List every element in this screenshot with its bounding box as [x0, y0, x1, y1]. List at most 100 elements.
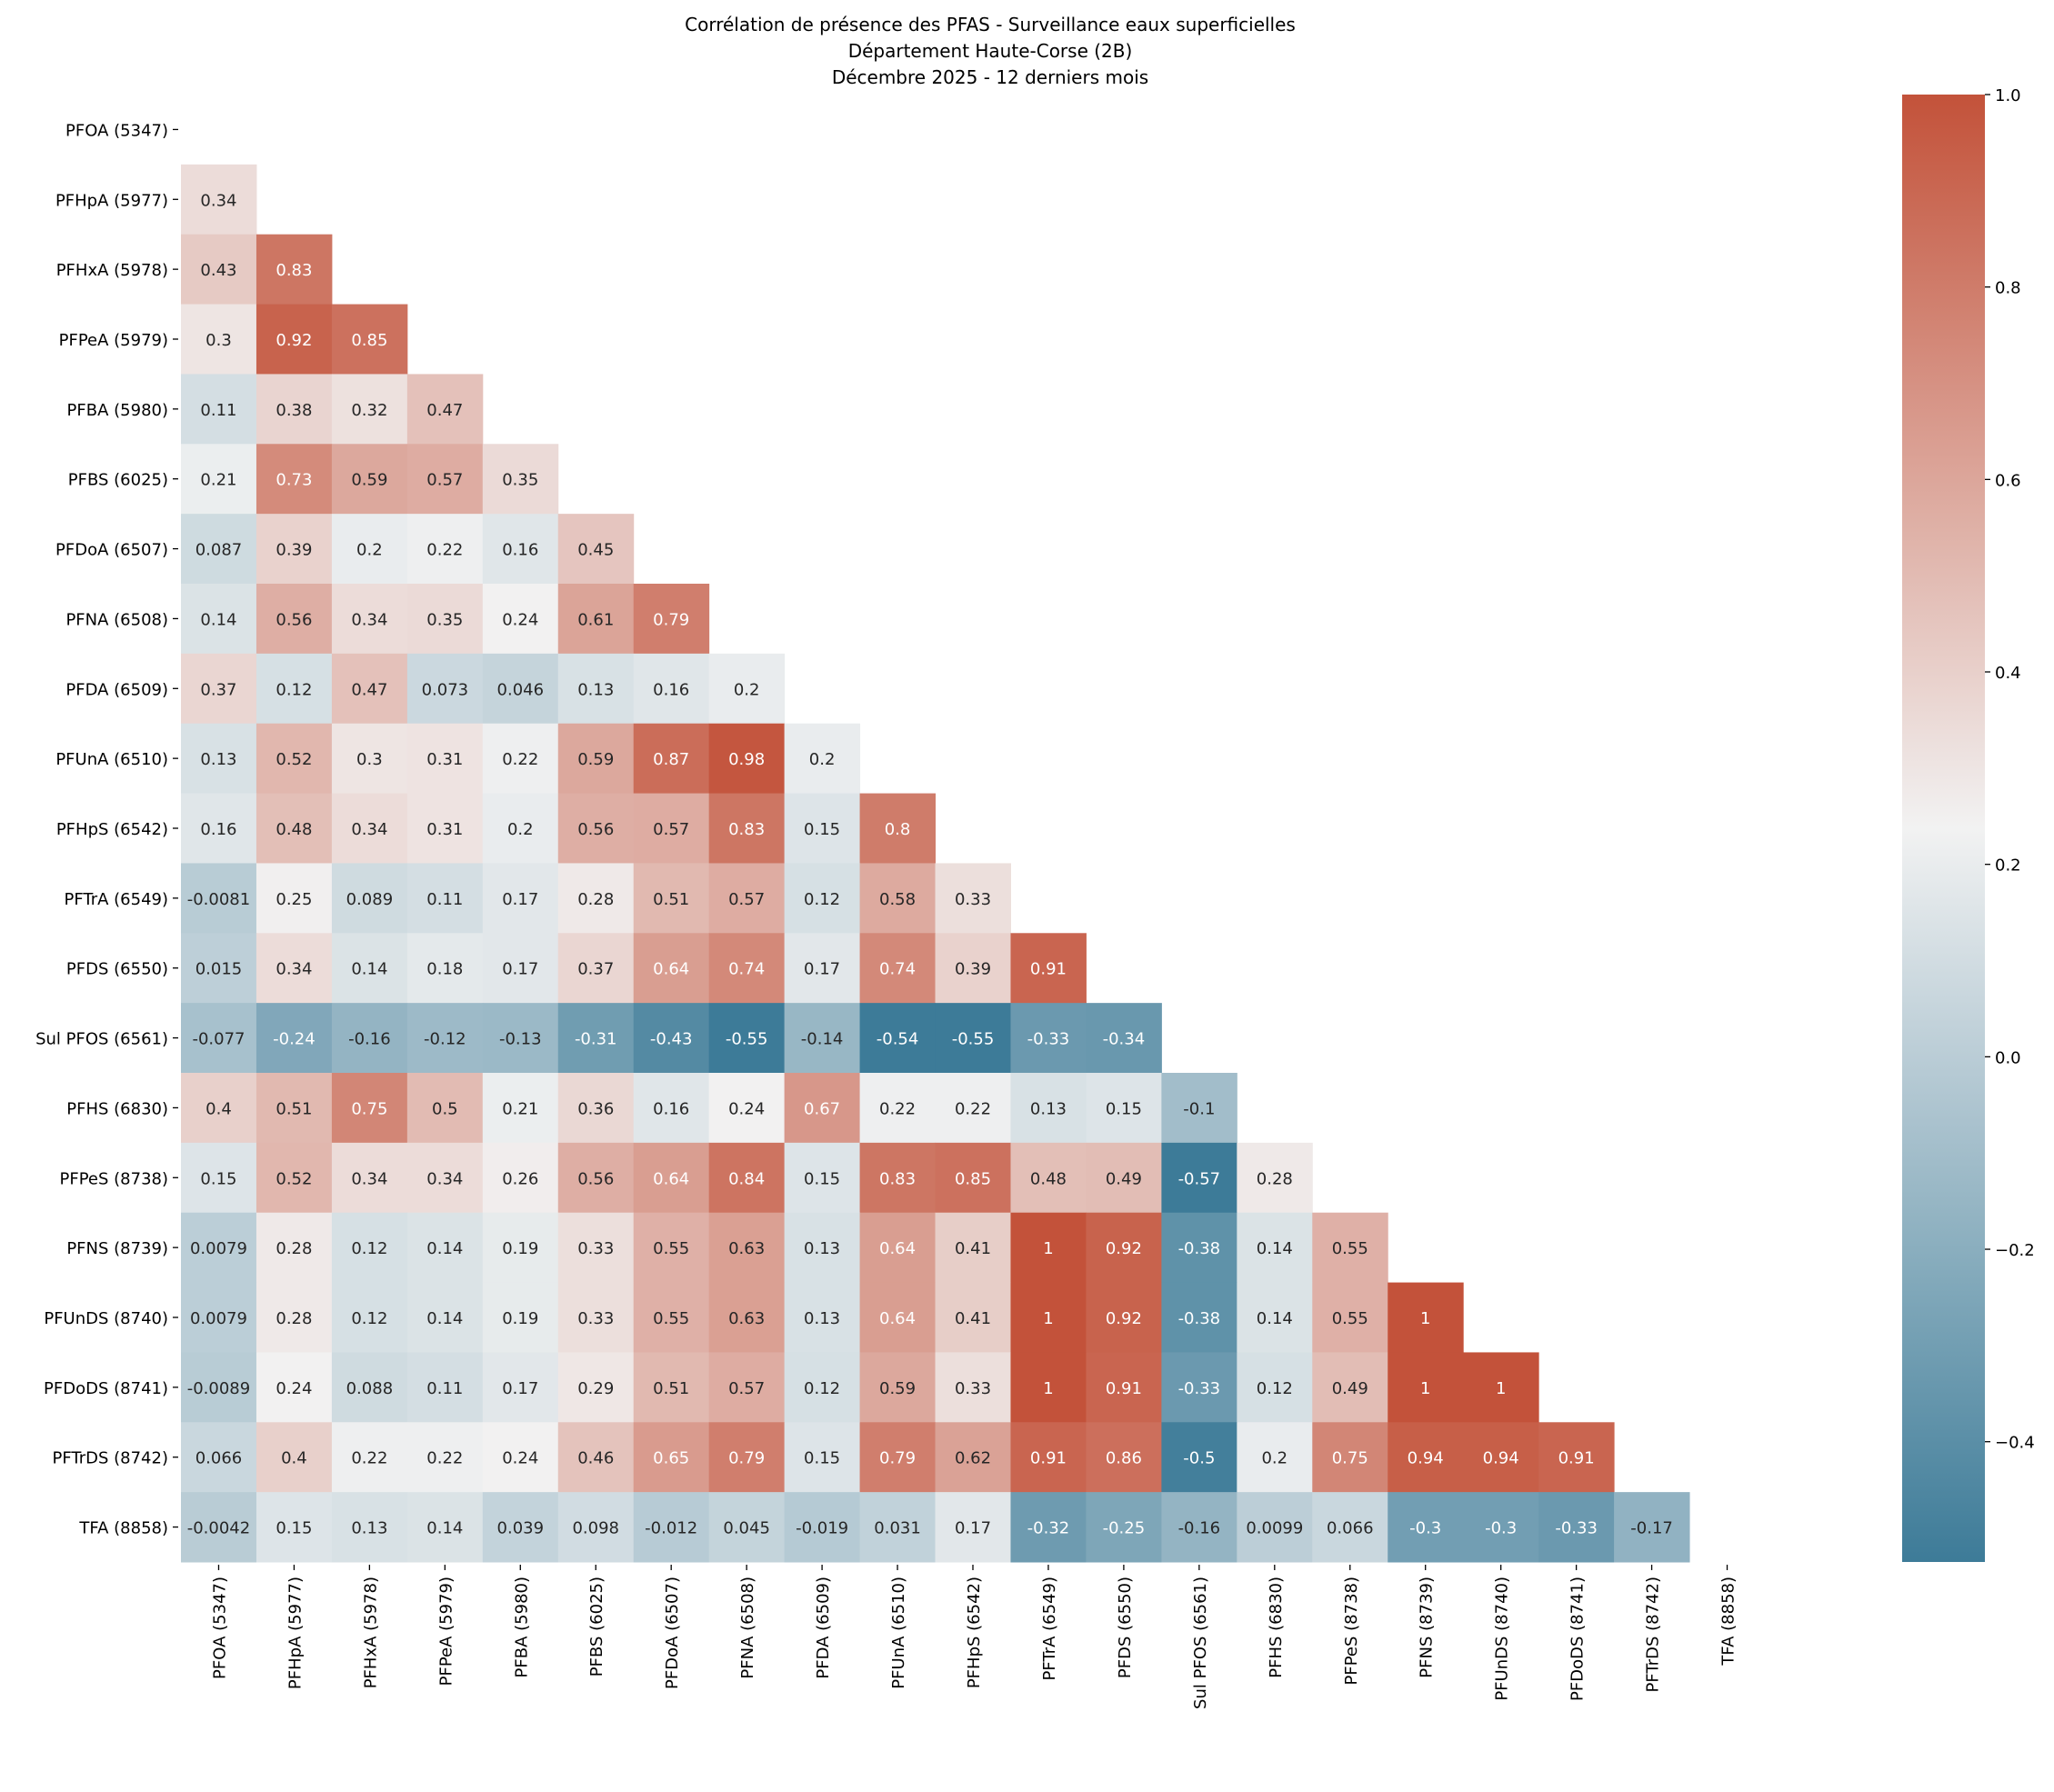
heatmap-cell: [708, 1492, 786, 1563]
heatmap-cell: [1010, 1422, 1087, 1493]
heatmap-cell: [1010, 1492, 1087, 1563]
heatmap-cell: [935, 1073, 1011, 1144]
cell-value-label: 0.066: [195, 1449, 243, 1468]
cell-value-label: 0.92: [276, 331, 312, 350]
cell-value-label: 0.33: [577, 1309, 614, 1328]
heatmap-cell: [633, 1492, 710, 1563]
cell-value-label: -0.14: [801, 1030, 844, 1049]
cell-value-label: 0.21: [502, 1099, 538, 1118]
heatmap-cell: [1010, 1142, 1087, 1214]
heatmap-cell: [633, 1352, 710, 1423]
cell-value-label: 0.37: [577, 960, 614, 979]
cell-value-label: 0.22: [879, 1099, 916, 1118]
cell-value-label: 0.52: [276, 750, 312, 769]
cell-value-label: 0.91: [1558, 1449, 1595, 1468]
heatmap-cell: [557, 1003, 635, 1074]
cell-value-label: -0.17: [1630, 1519, 1673, 1538]
cell-value-label: 0.34: [351, 1169, 387, 1188]
heatmap-cell: [482, 793, 559, 864]
cell-value-label: 0.2: [734, 680, 760, 699]
cell-value-label: 0.2: [356, 541, 383, 560]
cell-value-label: 0.34: [351, 820, 387, 839]
cell-value-label: 0.52: [276, 1169, 312, 1188]
heatmap-cell: [255, 584, 333, 655]
heatmap-cell: [482, 1282, 559, 1353]
cell-value-label: 0.24: [502, 1449, 538, 1468]
heatmap-cell: [406, 1142, 484, 1214]
heatmap-cell: [255, 304, 333, 375]
colorbar-tick-label: −0.4: [1995, 1434, 2035, 1453]
x-tick-label: PFTrDS (8742): [1644, 1577, 1663, 1693]
heatmap-cell: [255, 1212, 333, 1284]
heatmap-cell: [255, 723, 333, 795]
heatmap-cell: [708, 863, 786, 934]
cell-value-label: -0.31: [575, 1030, 617, 1049]
heatmap-cell: [255, 653, 333, 725]
cell-value-label: 0.34: [200, 191, 236, 210]
heatmap-cell: [633, 1282, 710, 1353]
cell-value-label: 0.28: [577, 890, 614, 909]
heatmap-cell: [1161, 1422, 1237, 1493]
cell-value-label: 0.26: [502, 1169, 538, 1188]
heatmap-cell: [1312, 1422, 1388, 1493]
heatmap-cell: [255, 1073, 333, 1144]
heatmap-cell: [181, 374, 257, 445]
cell-value-label: 0.56: [577, 820, 614, 839]
cell-value-label: 0.12: [351, 1309, 387, 1328]
cell-value-label: -0.012: [645, 1519, 697, 1538]
heatmap-cell: [1388, 1352, 1464, 1423]
heatmap-cell: [406, 1422, 484, 1493]
y-tick-label: PFTrDS (8742): [52, 1449, 168, 1468]
heatmap-cell: [181, 1142, 257, 1214]
cell-value-label: 0.74: [879, 960, 916, 979]
heatmap-cell: [1312, 1352, 1388, 1423]
cell-value-label: 0.31: [426, 820, 463, 839]
cell-value-label: 0.13: [200, 750, 236, 769]
y-tick-label: PFNS (8739): [66, 1239, 168, 1258]
y-tick-label: PFBS (6025): [68, 471, 168, 490]
cell-value-label: 0.13: [351, 1519, 387, 1538]
heatmap-cell: [1312, 1282, 1388, 1353]
cell-value-label: 0.62: [955, 1449, 991, 1468]
heatmap-cell: [557, 793, 635, 864]
heatmap-cell: [255, 1142, 333, 1214]
cell-value-label: 0.14: [1257, 1239, 1293, 1258]
heatmap-cell: [708, 933, 786, 1004]
colorbar-tick-label: 1.0: [1995, 86, 2021, 105]
cell-value-label: 0.51: [653, 1379, 689, 1398]
cell-value-label: 0.089: [346, 890, 394, 909]
heatmap-cell: [784, 1492, 861, 1563]
heatmap-cell: [708, 1422, 786, 1493]
heatmap-cell: [935, 1422, 1011, 1493]
cell-value-label: -0.0089: [187, 1379, 250, 1398]
heatmap-cell: [708, 1352, 786, 1423]
x-tick-label: PFUnDS (8740): [1493, 1577, 1512, 1701]
heatmap-cell: [255, 1352, 333, 1423]
heatmap-cell: [859, 1212, 937, 1284]
x-tick-label: PFHpS (6542): [965, 1577, 984, 1688]
heatmap-cell: [633, 1212, 710, 1284]
cell-value-label: 0.34: [276, 960, 312, 979]
cell-value-label: 0.58: [879, 890, 916, 909]
heatmap-cell: [557, 1492, 635, 1563]
cell-value-label: 0.25: [276, 890, 312, 909]
heatmap-cell: [633, 863, 710, 934]
cell-value-label: -0.0042: [187, 1519, 250, 1538]
cell-value-label: 0.39: [276, 541, 312, 560]
cell-value-label: 0.3: [356, 750, 383, 769]
cell-value-label: -0.13: [499, 1030, 542, 1049]
heatmap-cell: [784, 1282, 861, 1353]
heatmap-cell: [633, 793, 710, 864]
heatmap-cell: [633, 1073, 710, 1144]
cell-value-label: -0.3: [1485, 1519, 1517, 1538]
cell-value-label: 0.75: [1332, 1449, 1368, 1468]
cell-value-label: 0.16: [200, 820, 236, 839]
heatmap-cell: [255, 933, 333, 1004]
cell-value-label: 0.83: [728, 820, 765, 839]
cell-value-label: 0.31: [426, 750, 463, 769]
y-tick-label: PFDA (6509): [65, 680, 168, 699]
colorbar-tick-label: 0.2: [1995, 856, 2021, 876]
heatmap-cell: [331, 514, 408, 585]
cell-value-label: 0.13: [1030, 1099, 1067, 1118]
cell-value-label: 0.57: [728, 1379, 765, 1398]
